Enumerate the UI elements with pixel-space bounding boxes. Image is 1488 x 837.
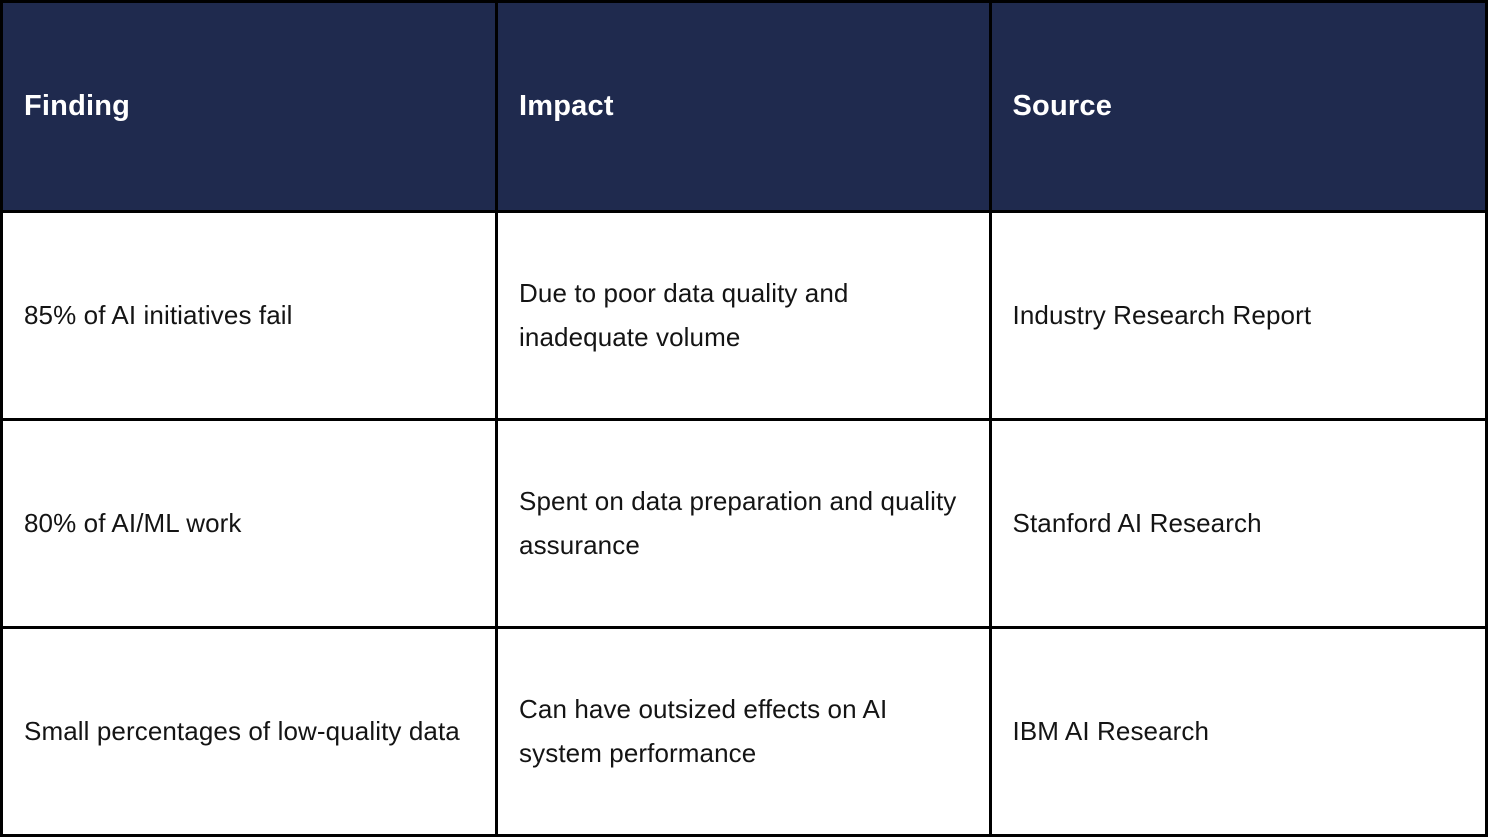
column-header-finding-label: Finding: [24, 90, 131, 122]
cell-finding: 80% of AI/ML work: [3, 421, 495, 626]
table-row: 85% of AI initiatives fail Due to poor d…: [3, 210, 1485, 418]
cell-finding-text: 85% of AI initiatives fail: [24, 299, 293, 330]
cell-impact: Spent on data preparation and quality as…: [495, 421, 989, 626]
column-header-impact-label: Impact: [519, 90, 614, 122]
cell-impact-text: Spent on data preparation and quality as…: [519, 485, 957, 560]
cell-source-text: IBM AI Research: [1012, 715, 1210, 746]
cell-finding: 85% of AI initiatives fail: [3, 213, 495, 418]
cell-impact-text: Due to poor data quality and inadequate …: [519, 277, 849, 352]
column-header-source: Source: [988, 3, 1485, 210]
cell-source: Stanford AI Research: [988, 421, 1485, 626]
cell-impact: Can have outsized effects on AI system p…: [495, 629, 989, 834]
column-header-source-label: Source: [1012, 90, 1113, 122]
cell-finding-text: Small percentages of low-quality data: [24, 715, 460, 746]
table-header-row: Finding Impact Source: [3, 3, 1485, 210]
column-header-finding: Finding: [3, 3, 495, 210]
cell-impact: Due to poor data quality and inadequate …: [495, 213, 989, 418]
cell-source: Industry Research Report: [988, 213, 1485, 418]
column-header-impact: Impact: [495, 3, 989, 210]
table-row: Small percentages of low-quality data Ca…: [3, 626, 1485, 834]
cell-finding-text: 80% of AI/ML work: [24, 507, 242, 538]
cell-source-text: Stanford AI Research: [1012, 507, 1262, 538]
cell-finding: Small percentages of low-quality data: [3, 629, 495, 834]
table-row: 80% of AI/ML work Spent on data preparat…: [3, 418, 1485, 626]
cell-impact-text: Can have outsized effects on AI system p…: [519, 693, 888, 768]
cell-source-text: Industry Research Report: [1012, 299, 1312, 330]
cell-source: IBM AI Research: [988, 629, 1485, 834]
